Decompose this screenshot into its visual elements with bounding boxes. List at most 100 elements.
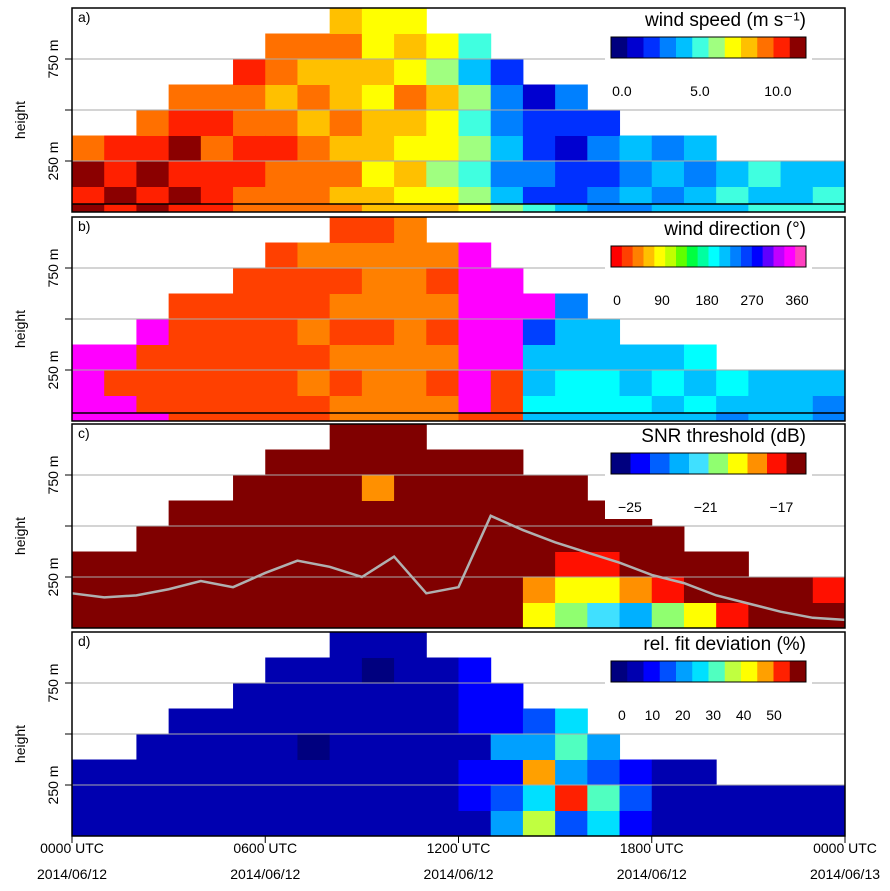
- heatmap-cell: [490, 475, 524, 501]
- heatmap-cell: [683, 759, 717, 786]
- heatmap-cell: [587, 319, 621, 345]
- surface-cell: [136, 204, 170, 212]
- y-tick-label: 750 m: [45, 40, 61, 79]
- heatmap-cell: [619, 344, 653, 371]
- colorbar-swatch: [697, 246, 709, 267]
- heatmap-cell: [233, 344, 266, 371]
- heatmap-cell: [361, 734, 395, 760]
- heatmap-cell: [329, 344, 363, 371]
- heatmap-cell: [490, 759, 524, 786]
- colorbar-tick-label: 0: [613, 292, 621, 308]
- heatmap-cell: [200, 293, 234, 320]
- surface-cell: [587, 413, 621, 421]
- colorbar-swatch: [621, 246, 633, 267]
- heatmap-cell: [265, 734, 298, 760]
- heatmap-cell: [265, 449, 298, 476]
- heatmap-cell: [233, 319, 266, 345]
- colorbar-tick-label: 90: [654, 292, 670, 308]
- heatmap-cell: [233, 577, 266, 603]
- heatmap-cell: [490, 268, 524, 294]
- heatmap-cell: [394, 577, 427, 603]
- heatmap-cell: [329, 33, 363, 60]
- heatmap-cell: [458, 84, 492, 111]
- heatmap-cell: [458, 785, 492, 811]
- heatmap-cell: [426, 59, 459, 85]
- heatmap-cell: [329, 810, 363, 837]
- heatmap-cell: [72, 551, 105, 578]
- heatmap-cell: [297, 242, 331, 269]
- heatmap-cell: [329, 759, 363, 786]
- heatmap-cell: [394, 59, 427, 85]
- y-tick-label: 750 m: [45, 664, 61, 703]
- colorbar-tick-label: 50: [766, 707, 782, 723]
- heatmap-cell: [812, 577, 846, 603]
- heatmap-cell: [587, 577, 621, 603]
- heatmap-cell: [522, 759, 556, 786]
- heatmap-cell: [329, 475, 363, 501]
- colorbar-swatch: [728, 453, 748, 474]
- heatmap-cell: [394, 526, 427, 552]
- heatmap-cell: [394, 344, 427, 371]
- heatmap-cell: [361, 293, 395, 320]
- heatmap-cell: [426, 759, 459, 786]
- surface-cell: [780, 413, 814, 421]
- heatmap-cell: [329, 424, 363, 450]
- colorbar-tick-label: 30: [705, 707, 721, 723]
- surface-cell: [716, 413, 749, 421]
- heatmap-cell: [522, 475, 556, 501]
- heatmap-cell: [200, 110, 234, 136]
- heatmap-cell: [394, 84, 427, 111]
- heatmap-cell: [361, 33, 395, 60]
- heatmap-cell: [329, 526, 363, 552]
- heatmap-cell: [555, 319, 588, 345]
- heatmap-cell: [619, 161, 653, 187]
- heatmap-cell: [233, 135, 266, 162]
- colorbar-swatch: [676, 246, 688, 267]
- heatmap-cell: [619, 370, 653, 396]
- x-tick-label: 1800 UTC: [620, 840, 684, 856]
- heatmap-cell: [361, 785, 395, 811]
- heatmap-cell: [522, 785, 556, 811]
- y-axis-label: height: [12, 101, 28, 139]
- heatmap-cell: [104, 810, 137, 837]
- y-tick-label: 750 m: [45, 456, 61, 495]
- surface-cell: [200, 204, 234, 212]
- heatmap-cell: [361, 161, 395, 187]
- colorbar-tick-label: 10.0: [764, 83, 791, 99]
- heatmap-cell: [426, 683, 459, 709]
- heatmap-cell: [619, 577, 653, 603]
- heatmap-cell: [297, 683, 331, 709]
- heatmap-cell: [297, 759, 331, 786]
- surface-cell: [458, 204, 492, 212]
- heatmap-cell: [716, 602, 749, 629]
- heatmap-cell: [458, 759, 492, 786]
- heatmap-cell: [329, 734, 363, 760]
- heatmap-cell: [200, 344, 234, 371]
- heatmap-cell: [587, 759, 621, 786]
- heatmap-cell: [361, 577, 395, 603]
- heatmap-cell: [458, 449, 492, 476]
- heatmap-cell: [426, 242, 459, 269]
- colorbar-title: rel. fit deviation (%): [643, 634, 806, 655]
- heatmap-cell: [329, 577, 363, 603]
- heatmap-cell: [555, 500, 588, 527]
- heatmap-cell: [555, 810, 588, 837]
- colorbar-swatch: [724, 37, 742, 58]
- heatmap-cell: [361, 810, 395, 837]
- colorbar-swatch: [751, 246, 763, 267]
- heatmap-cell: [265, 500, 298, 527]
- heatmap-cell: [361, 708, 395, 735]
- colorbar-tick-label: 180: [695, 292, 719, 308]
- heatmap-cell: [587, 810, 621, 837]
- heatmap-cell: [394, 135, 427, 162]
- heatmap-cell: [233, 475, 266, 501]
- colorbar-swatch: [784, 246, 796, 267]
- heatmap-cell: [329, 217, 363, 243]
- panel-label: c): [78, 425, 90, 441]
- heatmap-cell: [522, 293, 556, 320]
- heatmap-cell: [168, 708, 202, 735]
- heatmap-cell: [361, 110, 395, 136]
- heatmap-cell: [619, 135, 653, 162]
- heatmap-cell: [361, 217, 395, 243]
- colorbar-swatch: [676, 37, 693, 58]
